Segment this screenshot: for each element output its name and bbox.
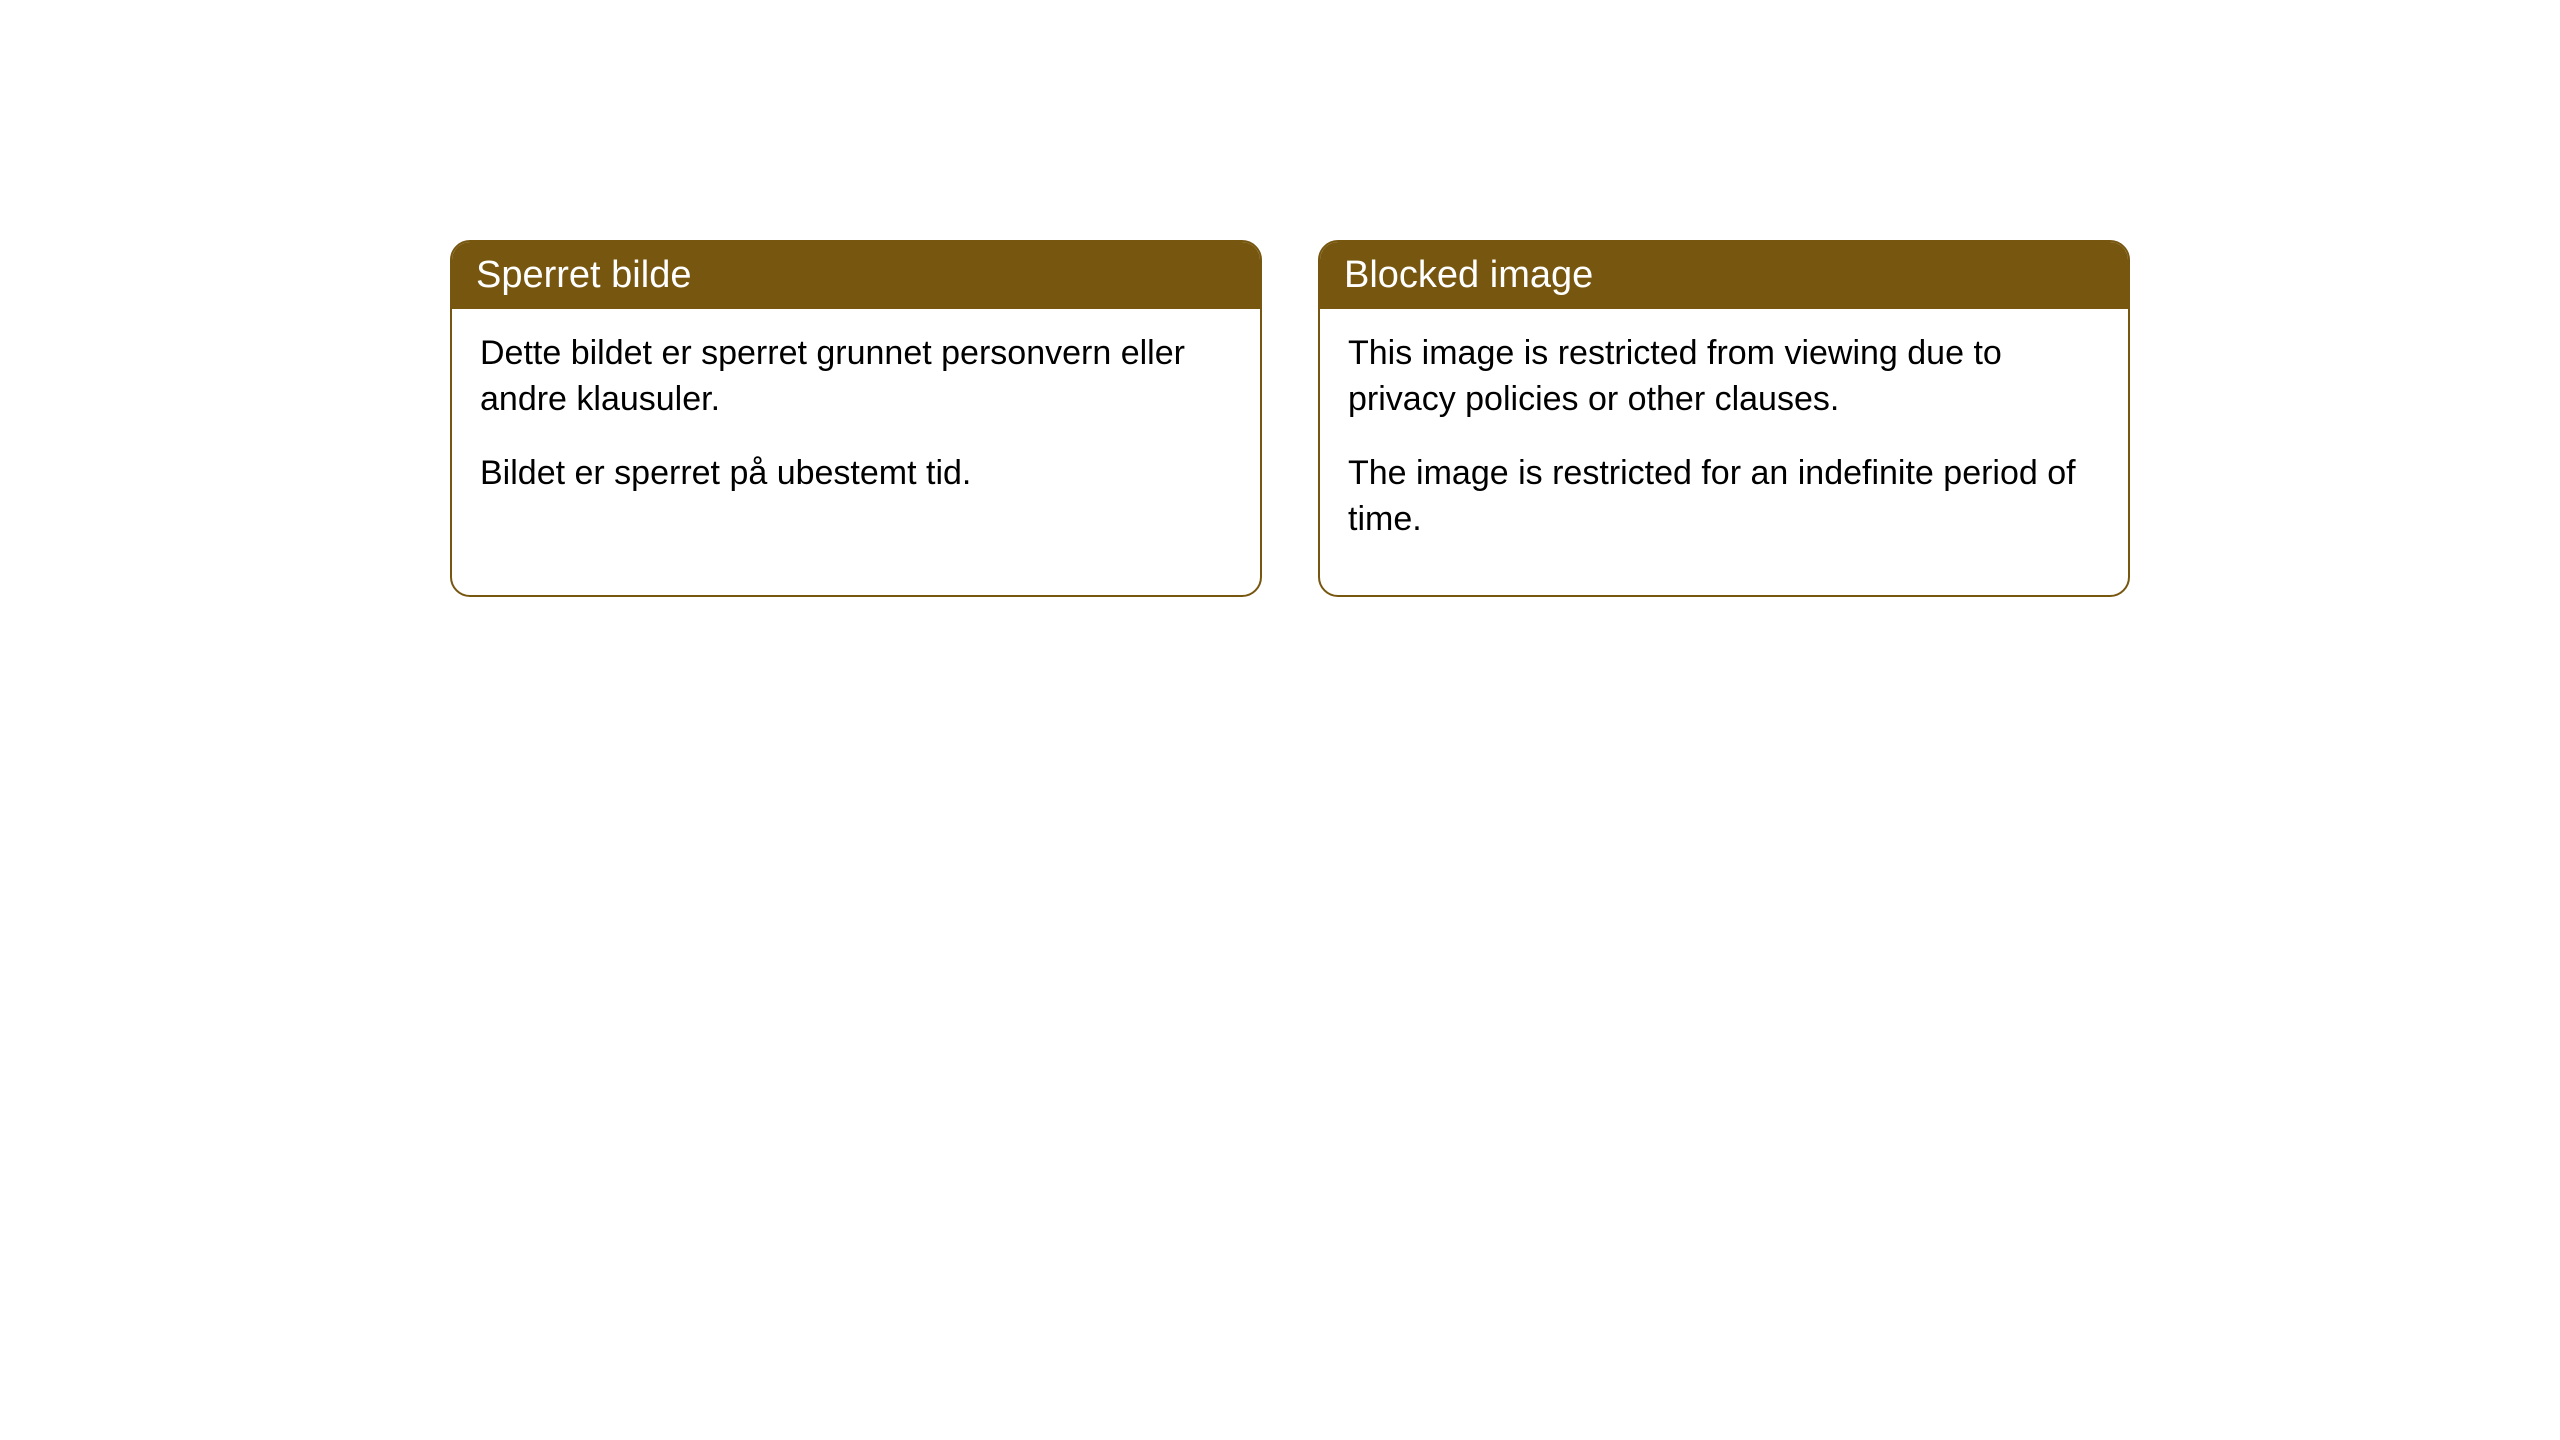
card-paragraph: The image is restricted for an indefinit… <box>1348 451 2100 543</box>
card-title: Sperret bilde <box>476 254 691 296</box>
card-body: Dette bildet er sperret grunnet personve… <box>452 309 1260 549</box>
card-header: Blocked image <box>1320 242 2128 309</box>
card-header: Sperret bilde <box>452 242 1260 309</box>
notice-cards-container: Sperret bilde Dette bildet er sperret gr… <box>450 240 2130 597</box>
blocked-image-card-norwegian: Sperret bilde Dette bildet er sperret gr… <box>450 240 1262 597</box>
card-paragraph: This image is restricted from viewing du… <box>1348 331 2100 423</box>
card-paragraph: Bildet er sperret på ubestemt tid. <box>480 451 1232 497</box>
card-paragraph: Dette bildet er sperret grunnet personve… <box>480 331 1232 423</box>
blocked-image-card-english: Blocked image This image is restricted f… <box>1318 240 2130 597</box>
card-body: This image is restricted from viewing du… <box>1320 309 2128 595</box>
card-title: Blocked image <box>1344 254 1593 296</box>
